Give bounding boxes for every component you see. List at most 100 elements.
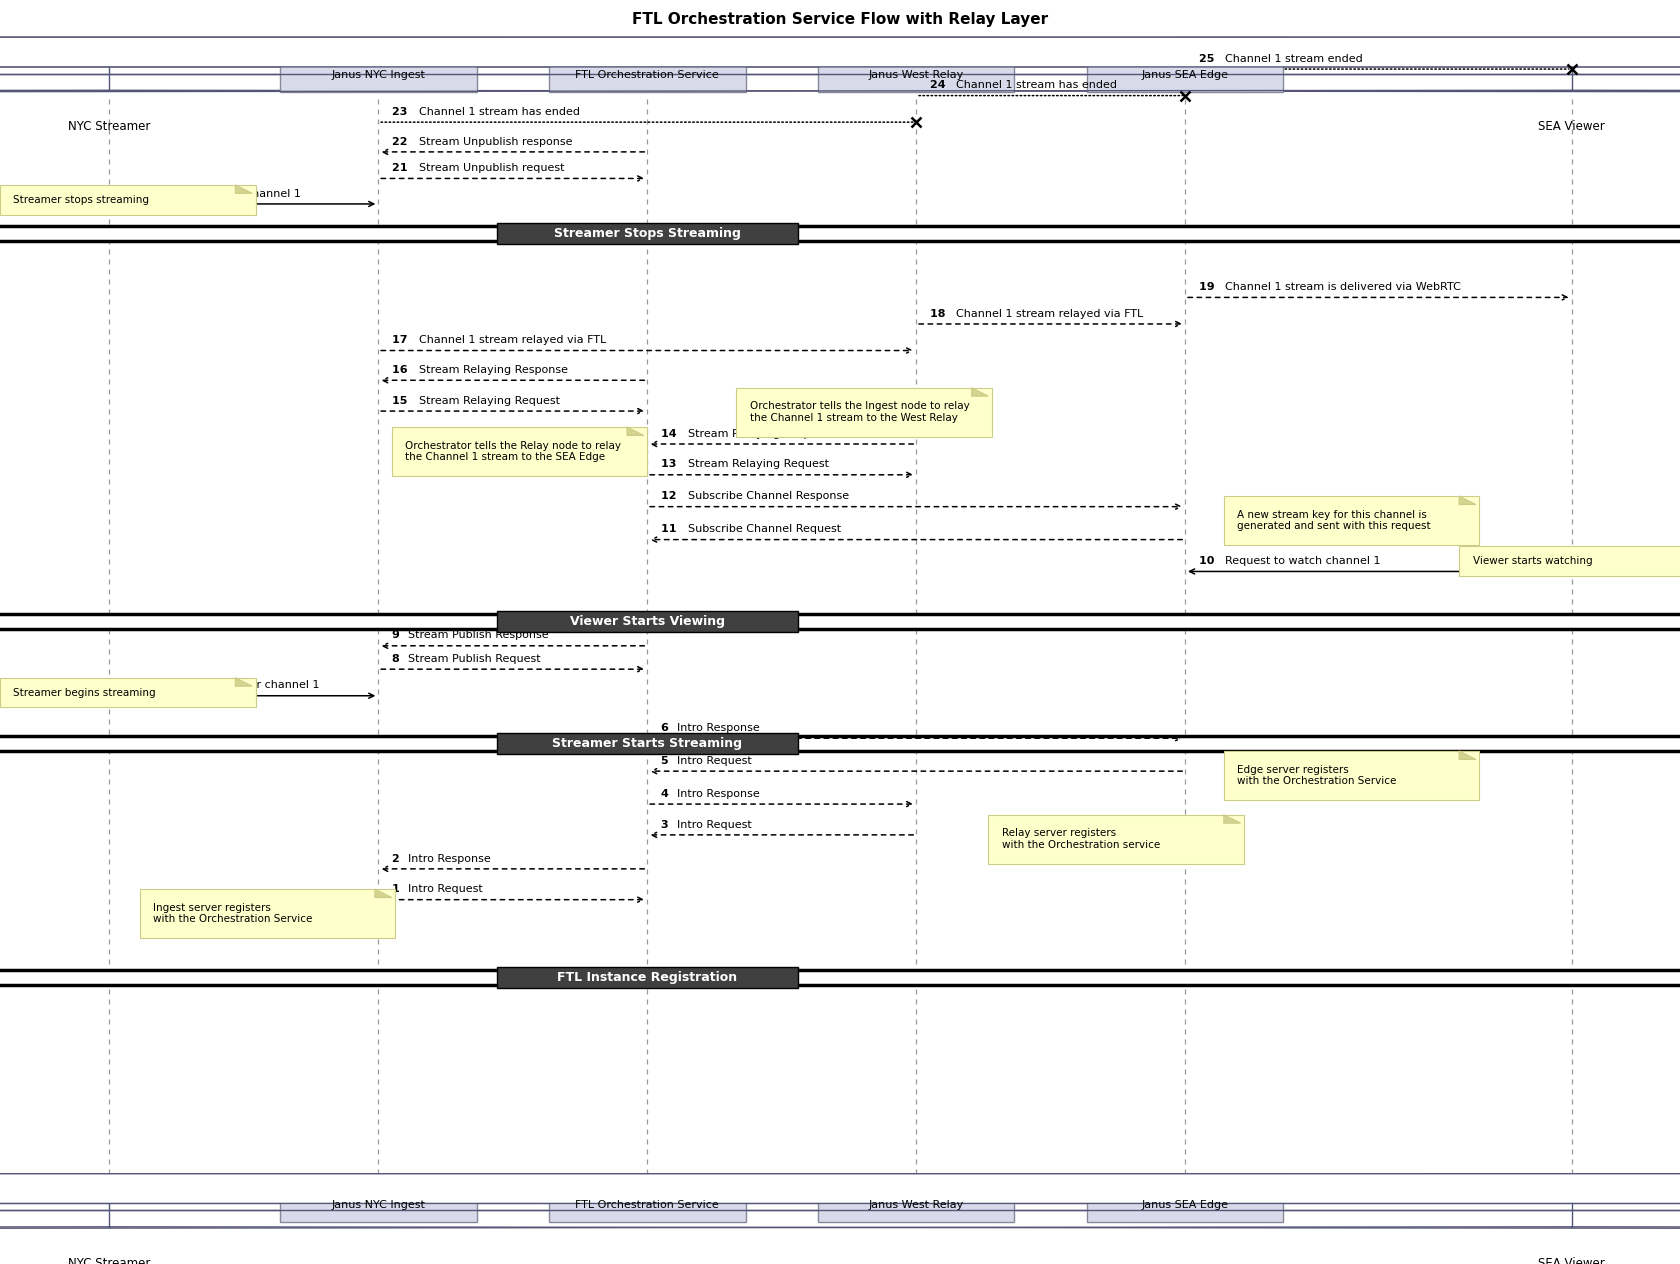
Text: 5: 5: [660, 756, 672, 766]
Text: Ingest server registers
with the Orchestration Service: Ingest server registers with the Orchest…: [153, 902, 312, 924]
Text: 8: 8: [391, 653, 403, 664]
Text: 20: 20: [123, 188, 141, 198]
FancyBboxPatch shape: [496, 967, 796, 988]
FancyBboxPatch shape: [0, 678, 255, 708]
Text: 25: 25: [1198, 54, 1216, 63]
Text: Stream stops for channel 1: Stream stops for channel 1: [150, 188, 301, 198]
Text: Stream Relaying Response: Stream Relaying Response: [418, 365, 568, 375]
Bar: [0, 614, 1680, 628]
Text: 19: 19: [1198, 282, 1218, 292]
Text: Intro Request: Intro Request: [408, 885, 482, 895]
Text: Channel 1 stream has ended: Channel 1 stream has ended: [956, 81, 1117, 90]
Polygon shape: [375, 889, 391, 897]
Ellipse shape: [0, 37, 1680, 67]
Text: Janus West Relay: Janus West Relay: [869, 71, 963, 81]
Text: 11: 11: [660, 525, 680, 535]
Text: Intro Response: Intro Response: [408, 853, 491, 863]
Text: Channel 1 stream is delivered via WebRTC: Channel 1 stream is delivered via WebRTC: [1225, 282, 1460, 292]
Text: Channel 1 stream ended: Channel 1 stream ended: [1225, 54, 1362, 63]
Text: Janus SEA Edge: Janus SEA Edge: [1141, 71, 1228, 81]
Polygon shape: [1458, 495, 1475, 504]
Text: 2: 2: [391, 853, 403, 863]
Text: Viewer starts watching: Viewer starts watching: [1472, 556, 1591, 566]
Text: Streamer stops streaming: Streamer stops streaming: [13, 195, 150, 205]
Text: SEA Viewer: SEA Viewer: [1537, 120, 1604, 133]
Text: 17: 17: [391, 335, 412, 345]
Text: Channel 1 stream relayed via FTL: Channel 1 stream relayed via FTL: [418, 335, 605, 345]
Text: Janus West Relay: Janus West Relay: [869, 1200, 963, 1210]
Text: Relay server registers
with the Orchestration service: Relay server registers with the Orchestr…: [1001, 828, 1159, 849]
Text: Subscribe Channel Request: Subscribe Channel Request: [687, 525, 840, 535]
Text: FTL Instance Registration: FTL Instance Registration: [556, 971, 738, 983]
Text: New stream starts for channel 1: New stream starts for channel 1: [139, 680, 319, 690]
Ellipse shape: [0, 37, 1680, 67]
Text: Janus NYC Ingest: Janus NYC Ingest: [331, 1200, 425, 1210]
Text: 3: 3: [660, 819, 672, 829]
Text: Janus SEA Edge: Janus SEA Edge: [1141, 1200, 1228, 1210]
Text: FTL Orchestration Service Flow with Relay Layer: FTL Orchestration Service Flow with Rela…: [632, 11, 1048, 27]
Polygon shape: [235, 185, 252, 193]
Text: Stream Relaying Request: Stream Relaying Request: [418, 396, 559, 406]
Text: Stream Publish Request: Stream Publish Request: [408, 653, 541, 664]
Text: Channel 1 stream relayed via FTL: Channel 1 stream relayed via FTL: [956, 308, 1142, 319]
Ellipse shape: [0, 1174, 1680, 1203]
Text: Janus NYC Ingest: Janus NYC Ingest: [331, 71, 425, 81]
Text: Stream Unpublish request: Stream Unpublish request: [418, 163, 564, 173]
Bar: [0, 969, 1680, 985]
Bar: [0, 736, 1680, 751]
Text: Intro Response: Intro Response: [677, 789, 759, 799]
Text: Streamer Stops Streaming: Streamer Stops Streaming: [553, 228, 741, 240]
Text: Edge server registers
with the Orchestration Service: Edge server registers with the Orchestra…: [1236, 765, 1396, 786]
Text: 14: 14: [660, 428, 680, 439]
Text: Viewer Starts Viewing: Viewer Starts Viewing: [570, 614, 724, 628]
Text: FTL Orchestration Service: FTL Orchestration Service: [575, 71, 719, 81]
FancyBboxPatch shape: [548, 1187, 744, 1221]
Text: 16: 16: [391, 365, 412, 375]
Text: NYC Streamer: NYC Streamer: [67, 120, 151, 133]
FancyBboxPatch shape: [816, 1187, 1015, 1221]
FancyBboxPatch shape: [391, 427, 647, 475]
Text: 22: 22: [391, 137, 412, 147]
Text: 15: 15: [391, 396, 410, 406]
FancyBboxPatch shape: [1085, 1187, 1284, 1221]
FancyBboxPatch shape: [988, 815, 1243, 863]
Text: Stream Relaying Request: Stream Relaying Request: [687, 460, 828, 469]
Text: 23: 23: [391, 107, 410, 116]
Text: Orchestrator tells the Relay node to relay
the Channel 1 stream to the SEA Edge: Orchestrator tells the Relay node to rel…: [405, 441, 620, 463]
Text: 21: 21: [391, 163, 412, 173]
Polygon shape: [627, 427, 643, 436]
Text: 1: 1: [391, 885, 403, 895]
FancyBboxPatch shape: [736, 388, 991, 436]
Polygon shape: [235, 678, 252, 686]
Text: Intro Request: Intro Request: [677, 756, 751, 766]
FancyBboxPatch shape: [1223, 495, 1478, 545]
FancyBboxPatch shape: [548, 58, 744, 92]
FancyBboxPatch shape: [279, 1187, 477, 1221]
Text: 13: 13: [660, 460, 679, 469]
Text: 4: 4: [660, 789, 672, 799]
FancyBboxPatch shape: [1458, 546, 1680, 575]
FancyBboxPatch shape: [1223, 751, 1478, 800]
Text: Intro Request: Intro Request: [677, 819, 751, 829]
FancyBboxPatch shape: [496, 611, 796, 632]
Text: 6: 6: [660, 723, 672, 733]
Bar: [0, 226, 1680, 241]
Text: 12: 12: [660, 492, 680, 502]
Text: Streamer begins streaming: Streamer begins streaming: [13, 688, 156, 698]
Polygon shape: [1458, 751, 1475, 760]
Ellipse shape: [0, 1174, 1680, 1203]
FancyBboxPatch shape: [139, 889, 395, 938]
FancyBboxPatch shape: [496, 733, 796, 755]
Text: 18: 18: [929, 308, 949, 319]
Text: 24: 24: [929, 81, 949, 90]
Text: Stream Publish Response: Stream Publish Response: [408, 631, 549, 641]
Text: Stream Relaying Response: Stream Relaying Response: [687, 428, 837, 439]
Text: Streamer Starts Streaming: Streamer Starts Streaming: [551, 737, 743, 750]
Text: Request to watch channel 1: Request to watch channel 1: [1225, 556, 1381, 566]
Text: Subscribe Channel Response: Subscribe Channel Response: [687, 492, 848, 502]
FancyBboxPatch shape: [0, 185, 255, 215]
Text: Stream Unpublish response: Stream Unpublish response: [418, 137, 571, 147]
FancyBboxPatch shape: [1085, 58, 1284, 92]
Text: NYC Streamer: NYC Streamer: [67, 1256, 151, 1264]
Text: SEA Viewer: SEA Viewer: [1537, 1256, 1604, 1264]
